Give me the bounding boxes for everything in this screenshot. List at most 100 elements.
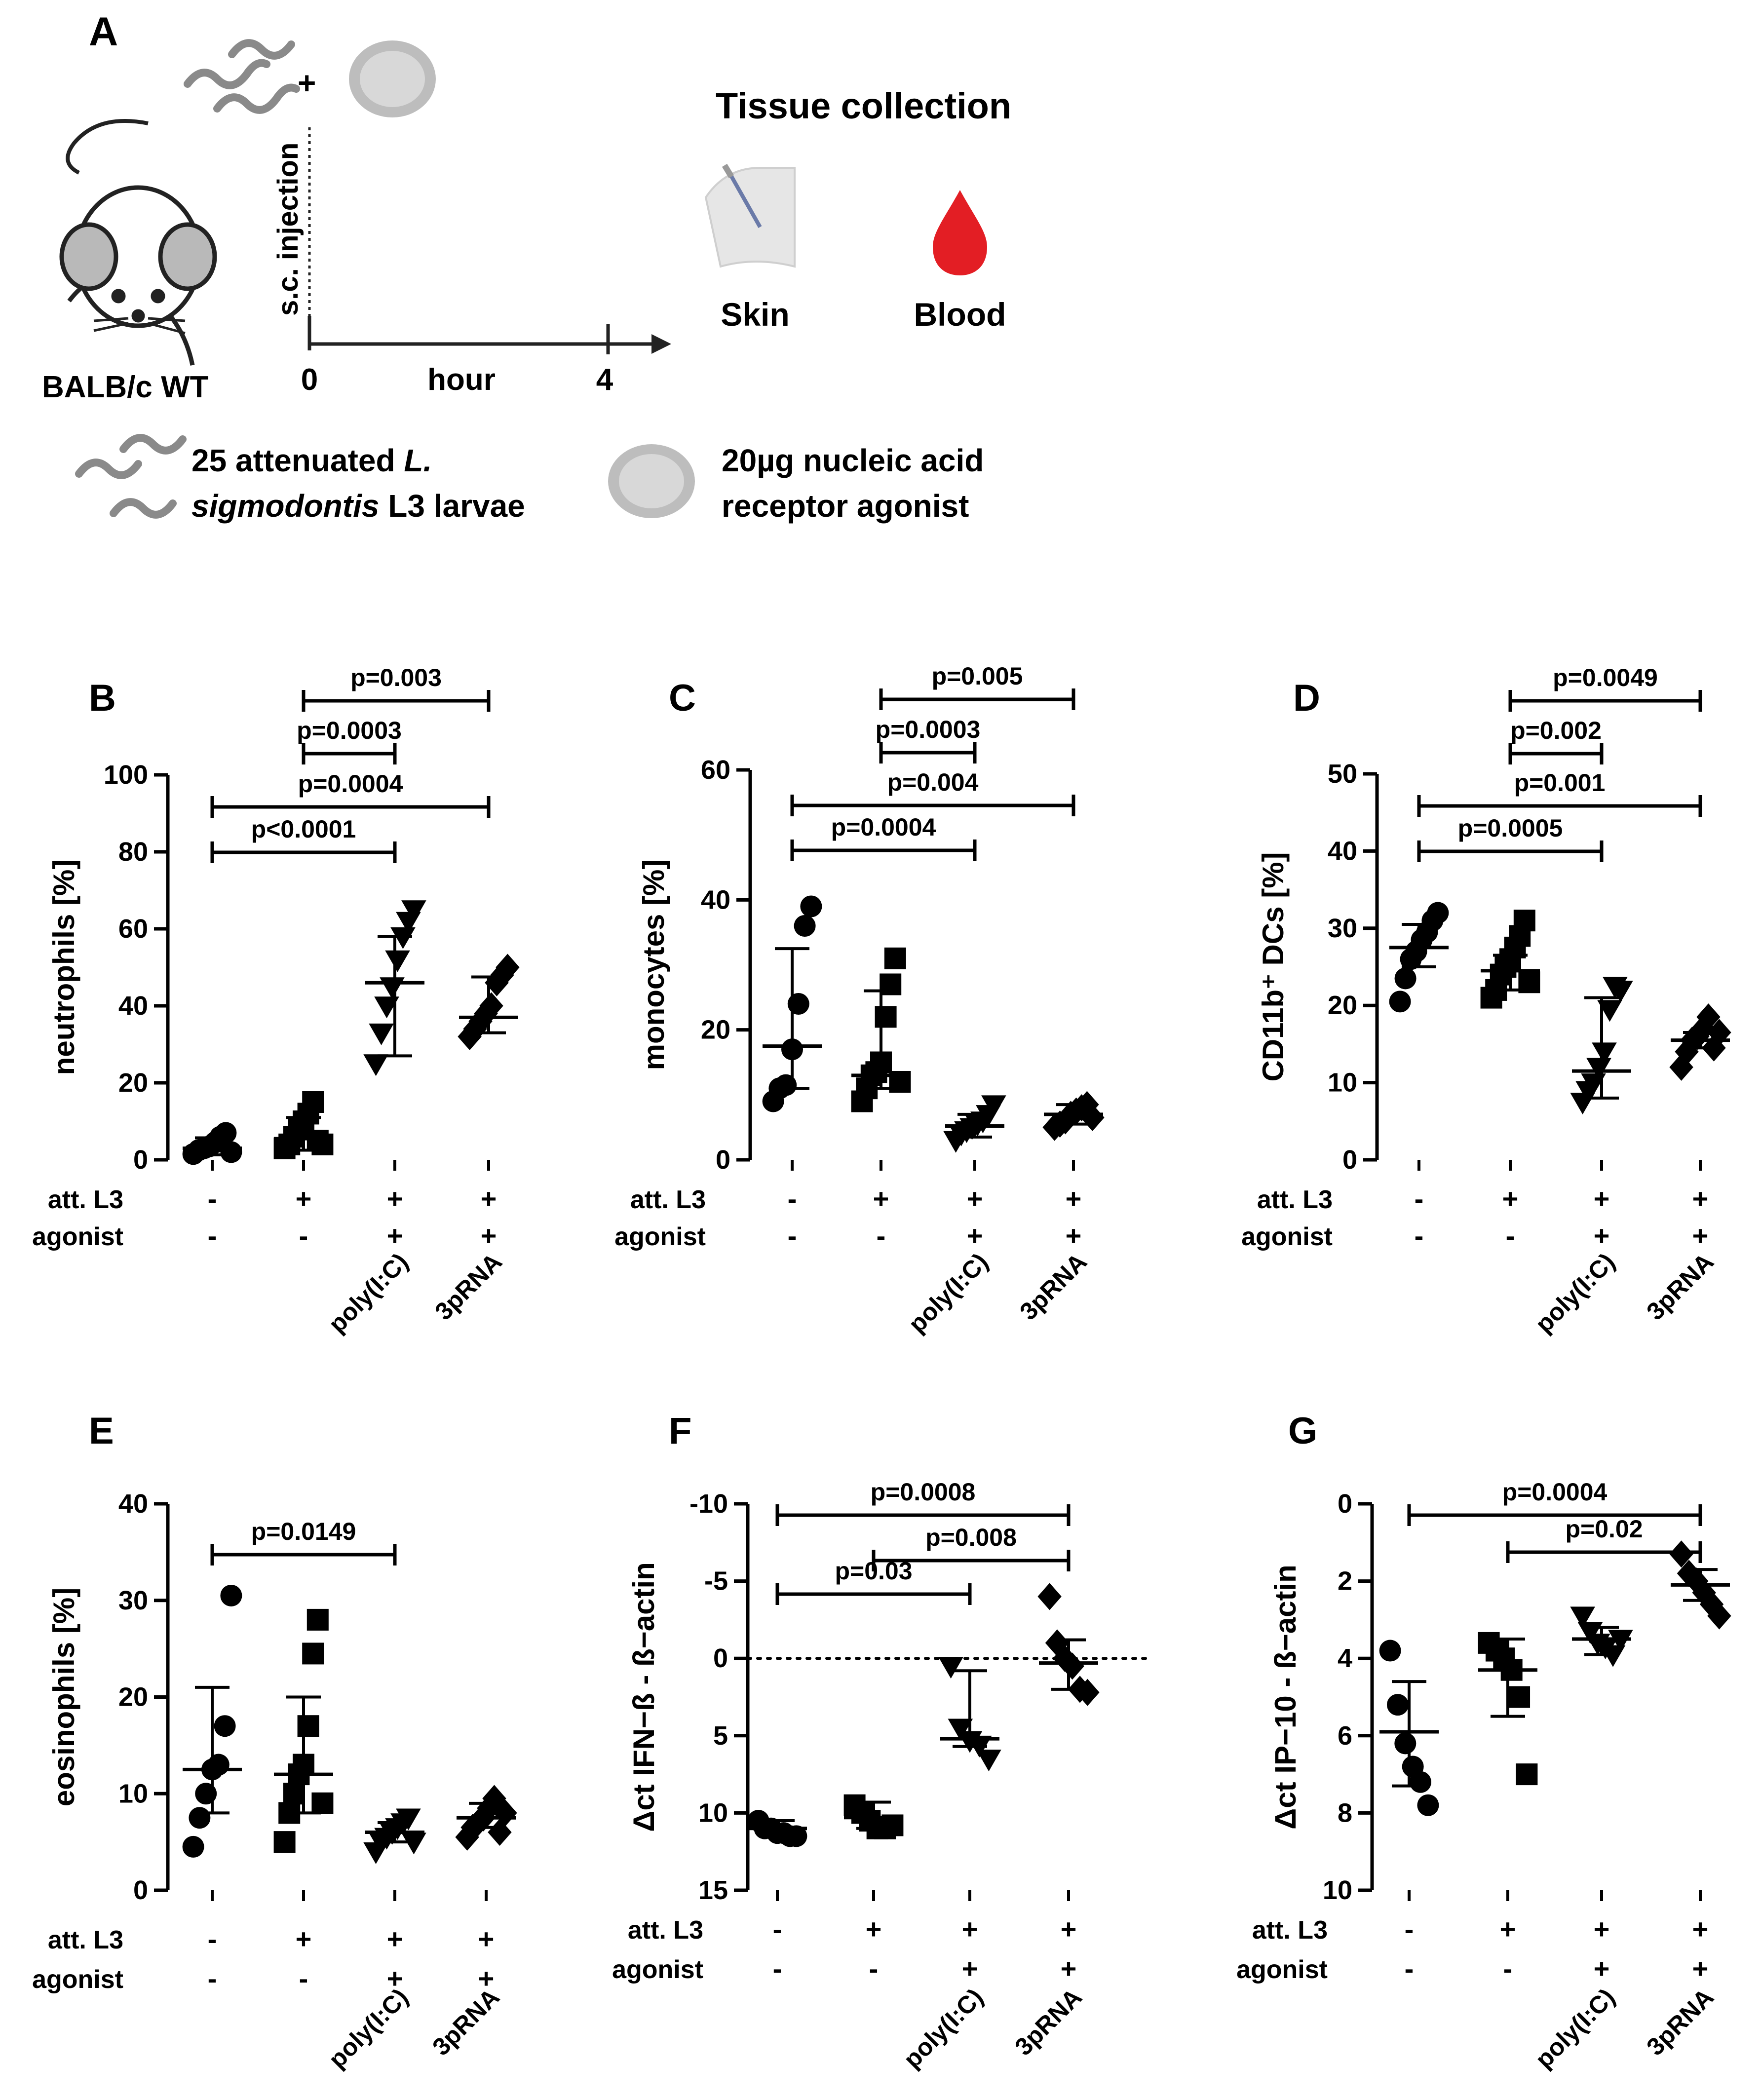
timeline-unit-label: hour xyxy=(427,363,496,397)
series-group-1 xyxy=(1389,902,1449,1013)
p-value-label: p=0.003 xyxy=(350,664,442,691)
series-group-3 xyxy=(363,1808,426,1864)
data-point xyxy=(297,1715,319,1737)
agonist-name-label: poly(I:C) xyxy=(898,1983,989,2073)
l3-sign: + xyxy=(1500,1913,1516,1945)
y-tick-label: -5 xyxy=(704,1566,728,1596)
y-tick-label: 40 xyxy=(701,885,730,915)
y-axis-label: CD11b⁺ DCs [%] xyxy=(1257,852,1290,1081)
data-point xyxy=(220,1141,242,1163)
y-tick-label: 0 xyxy=(716,1145,730,1175)
agonist-sign: - xyxy=(208,1220,217,1251)
legend-bead-icon xyxy=(608,444,695,518)
data-point xyxy=(1508,1686,1531,1708)
larvae-icon xyxy=(184,39,300,114)
p-value-label: p=0.002 xyxy=(1510,717,1602,744)
data-point xyxy=(390,927,416,949)
l3-sign: - xyxy=(773,1913,782,1945)
series-group-4 xyxy=(1037,1583,1100,1706)
y-tick-label: 80 xyxy=(118,837,148,867)
data-point xyxy=(1410,1771,1432,1793)
l3-sign: + xyxy=(1061,1913,1077,1945)
data-point xyxy=(479,992,503,1020)
data-point xyxy=(374,996,399,1019)
agonist-sign: - xyxy=(877,1220,886,1251)
data-point xyxy=(401,900,426,922)
y-tick-label: 0 xyxy=(133,1875,148,1905)
y-tick-label: 10 xyxy=(118,1779,148,1808)
y-tick-label: 100 xyxy=(104,760,148,790)
tissue-collection-title: Tissue collection xyxy=(716,85,1011,126)
data-point xyxy=(1699,1591,1724,1618)
data-point xyxy=(302,1642,324,1665)
timeline-start-label: 0 xyxy=(301,363,318,397)
row-label-agonist: agonist xyxy=(1236,1955,1328,1984)
l3-sign: + xyxy=(387,1183,403,1214)
l3-sign: + xyxy=(296,1183,312,1214)
data-point xyxy=(493,1799,517,1827)
agonist-sign: + xyxy=(1066,1220,1082,1251)
data-point xyxy=(401,1833,426,1855)
y-tick-label: 20 xyxy=(118,1682,148,1712)
y-axis-label: monocytes [%] xyxy=(637,860,670,1070)
blood-label: Blood xyxy=(914,296,1006,333)
agonist-sign: + xyxy=(967,1220,983,1251)
y-axis-label: Δct IFN−ß - ß−actin xyxy=(627,1562,660,1832)
series-group-2 xyxy=(851,947,911,1112)
chart-panel-b: B 0 20 40 60 80 100 neutrophils [%] p=0.003 p=0.0… xyxy=(32,664,520,1338)
data-point xyxy=(938,1657,963,1679)
agonist-sign: - xyxy=(869,1953,879,1984)
l3-sign: + xyxy=(1594,1913,1610,1945)
chart-panel-d: D 0 10 20 30 40 50 CD11b⁺ DCs [%] p=0.0049 p=0.00… xyxy=(1241,664,1731,1338)
timeline-arrowhead xyxy=(651,334,671,354)
series-group-3 xyxy=(1570,1606,1633,1667)
data-point xyxy=(311,1133,334,1155)
y-tick-label: 0 xyxy=(133,1145,148,1175)
l3-sign: - xyxy=(788,1183,797,1214)
data-point xyxy=(1045,1629,1070,1657)
panel-label-g: G xyxy=(1288,1410,1317,1452)
series-group-2 xyxy=(273,1091,334,1159)
p-value-label: p=0.0005 xyxy=(1458,814,1563,842)
agonist-name-label: poly(I:C) xyxy=(323,1983,414,2073)
series-group-1 xyxy=(1379,1640,1439,1816)
row-label-l3: att. L3 xyxy=(628,1916,703,1945)
panel-label-a: A xyxy=(89,9,118,54)
p-value-label: p=0.004 xyxy=(887,768,979,796)
data-point xyxy=(455,1823,479,1851)
data-point xyxy=(273,1831,296,1853)
series-group-1 xyxy=(762,895,822,1112)
agonist-sign: + xyxy=(387,1220,403,1251)
row-label-agonist: agonist xyxy=(1241,1222,1333,1251)
panel-label-c: C xyxy=(669,677,696,719)
data-point xyxy=(948,1718,973,1741)
agonist-name-label: 3pRNA xyxy=(1641,1248,1719,1325)
skin-label: Skin xyxy=(721,296,789,333)
blood-drop-icon xyxy=(933,190,987,275)
y-tick-label: 40 xyxy=(118,1489,148,1519)
y-axis-label: Δct IP−10 - ß−actin xyxy=(1269,1565,1302,1830)
y-tick-label: 8 xyxy=(1338,1798,1352,1828)
agonist-name-label: 3pRNA xyxy=(427,1983,504,2061)
l3-sign: + xyxy=(1502,1183,1519,1214)
agonist-sign: - xyxy=(299,1220,308,1251)
data-point xyxy=(283,1783,305,1805)
data-point xyxy=(1394,1732,1416,1755)
p-value-label: p=0.001 xyxy=(1514,769,1606,797)
p-value-label: p=0.03 xyxy=(835,1557,912,1585)
series-group-4 xyxy=(455,1785,517,1851)
data-point xyxy=(1570,1606,1595,1629)
y-tick-label: 40 xyxy=(1328,836,1357,866)
row-label-l3: att. L3 xyxy=(1257,1185,1333,1214)
data-point xyxy=(1696,1003,1721,1031)
y-tick-label: 20 xyxy=(1328,991,1357,1020)
data-point xyxy=(220,1584,242,1606)
data-point xyxy=(214,1715,236,1737)
data-point xyxy=(311,1792,334,1814)
series-group-1 xyxy=(182,1122,242,1165)
y-tick-label: 60 xyxy=(118,914,148,944)
y-tick-label: 10 xyxy=(698,1798,728,1828)
agonist-sign: - xyxy=(1415,1220,1424,1251)
y-tick-label: 10 xyxy=(1328,1068,1357,1098)
